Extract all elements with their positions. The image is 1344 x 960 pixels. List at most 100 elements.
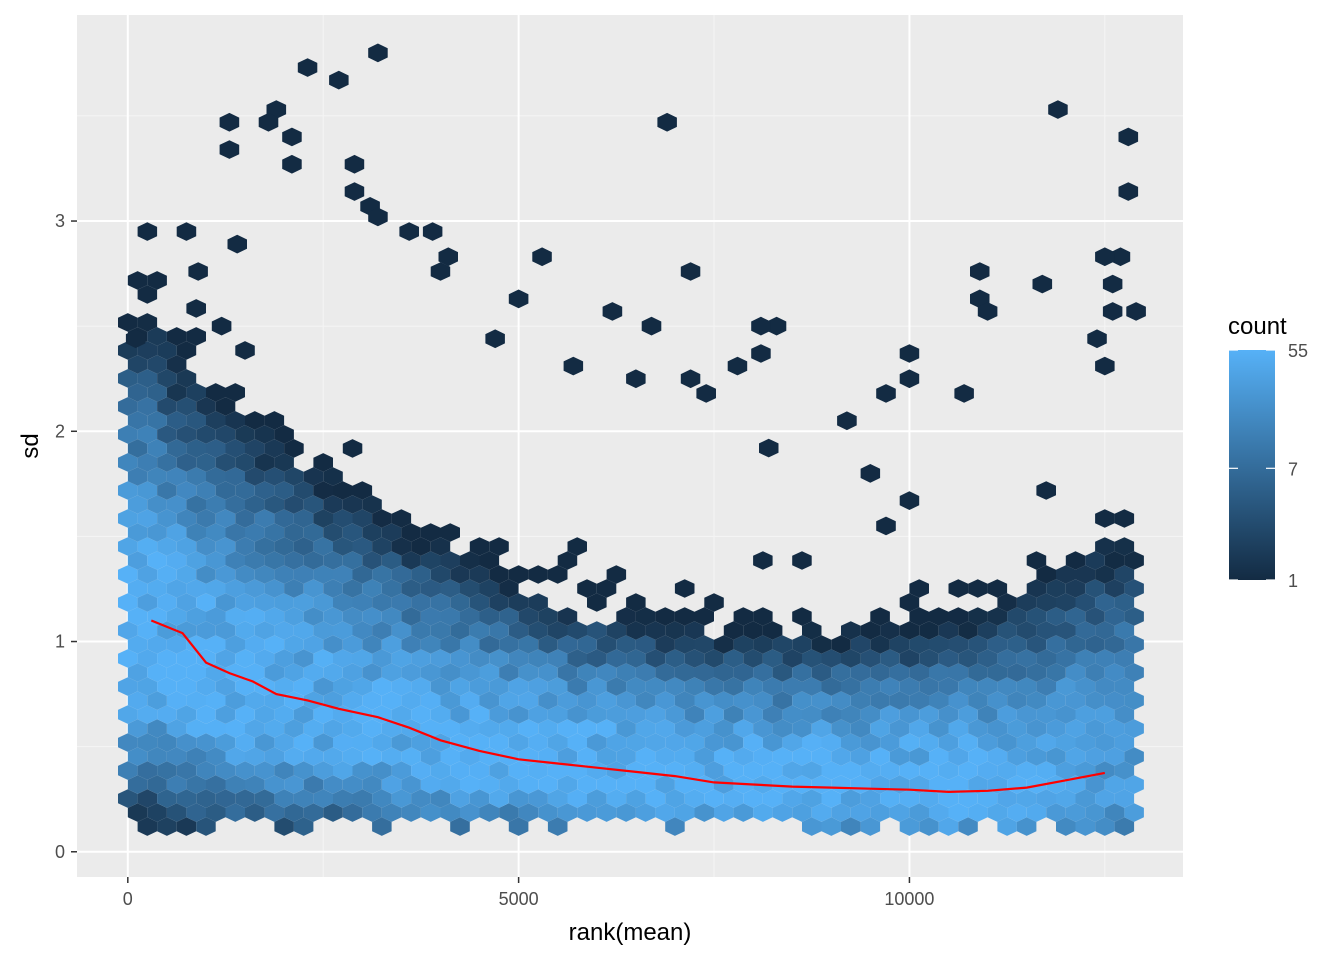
hex-cell xyxy=(362,803,382,822)
hex-cell xyxy=(479,691,500,710)
hex-cell xyxy=(303,467,324,486)
hex-cell xyxy=(655,607,675,626)
hex-cell xyxy=(127,439,148,458)
hex-cell xyxy=(284,775,304,794)
hex-cell-outlier xyxy=(219,140,240,159)
hex-cell xyxy=(723,761,744,780)
hex-cell-outlier xyxy=(727,356,748,376)
hex-cell xyxy=(147,439,167,458)
hex-cell xyxy=(147,775,167,794)
hex-cell xyxy=(235,593,255,612)
hex-cell xyxy=(186,663,206,682)
hex-cell xyxy=(674,775,695,794)
hex-cell xyxy=(342,635,363,654)
hex-cell xyxy=(450,761,470,780)
hex-cell xyxy=(293,593,314,612)
hex-cell xyxy=(1104,803,1125,822)
hex-cell xyxy=(245,411,265,430)
hex-cell xyxy=(215,761,236,780)
hex-cell xyxy=(889,663,910,682)
hex-cell xyxy=(206,551,226,570)
hex-cell xyxy=(1026,691,1047,710)
hex-cell xyxy=(284,607,304,626)
hex-cell xyxy=(929,635,949,654)
hex-cell xyxy=(714,635,734,654)
hex-cell xyxy=(616,691,636,710)
hex-cell xyxy=(166,579,187,598)
hex-cell xyxy=(1056,593,1076,612)
hex-cell-outlier xyxy=(297,58,318,77)
hex-cell-outlier xyxy=(344,182,365,201)
hex-cell xyxy=(342,663,363,682)
hex-cell xyxy=(206,439,226,458)
hex-cell xyxy=(743,649,763,668)
y-tick-label: 0 xyxy=(55,842,65,862)
hex-cell xyxy=(333,677,353,696)
hex-cell xyxy=(342,747,363,766)
hex-cell xyxy=(274,425,294,444)
hex-cell xyxy=(508,733,529,752)
hex-cell xyxy=(479,663,500,682)
hex-cell xyxy=(850,635,871,654)
hex-cell xyxy=(147,691,167,710)
hex-cell xyxy=(977,677,998,696)
hex-cell xyxy=(196,453,216,472)
hex-cell xyxy=(342,495,363,514)
hex-cell xyxy=(968,691,988,710)
hex-cell xyxy=(528,593,548,612)
hex-cell xyxy=(147,327,167,346)
hex-cell xyxy=(499,719,519,738)
hex-cell xyxy=(606,677,627,696)
hex-cell xyxy=(674,803,695,822)
hex-cell xyxy=(137,453,158,472)
hex-cell xyxy=(235,649,255,668)
hex-cell xyxy=(469,761,490,780)
hex-cell xyxy=(1075,733,1096,752)
hex-cell xyxy=(929,775,949,794)
hex-cell xyxy=(723,705,744,724)
hex-cell xyxy=(225,635,245,654)
hex-cell xyxy=(215,453,236,472)
hex-cell xyxy=(655,635,675,654)
hex-cell xyxy=(528,789,548,808)
hex-cell xyxy=(762,705,783,724)
hex-cell xyxy=(1007,747,1027,766)
hex-cell xyxy=(723,677,744,696)
hex-cell xyxy=(127,411,148,430)
hex-cell xyxy=(479,579,500,598)
hex-cell xyxy=(293,817,314,836)
hex-cell xyxy=(166,439,187,458)
hex-cell xyxy=(1016,817,1037,836)
hex-cell xyxy=(938,761,959,780)
hex-cell xyxy=(841,789,861,808)
hex-cell xyxy=(293,733,314,752)
hex-cell xyxy=(811,635,832,654)
hexbin-cells xyxy=(118,43,1146,836)
hex-cell xyxy=(323,607,343,626)
hex-cell xyxy=(733,635,754,654)
hex-cell xyxy=(440,579,460,598)
hex-cell xyxy=(626,621,646,640)
hex-cell xyxy=(479,719,500,738)
hex-cell xyxy=(1085,579,1105,598)
hex-cell xyxy=(733,747,754,766)
hex-cell xyxy=(557,691,578,710)
hex-cell xyxy=(538,607,558,626)
hex-cell xyxy=(802,649,822,668)
hex-cell xyxy=(547,649,568,668)
hex-cell xyxy=(303,579,324,598)
hex-cell xyxy=(430,705,451,724)
hex-cell xyxy=(704,649,724,668)
hex-cell xyxy=(215,565,236,584)
hex-cell xyxy=(655,775,675,794)
hex-cell xyxy=(127,663,148,682)
hex-cell xyxy=(254,761,275,780)
legend-colorbar xyxy=(1229,350,1275,580)
hex-cell xyxy=(225,467,245,486)
hex-cell xyxy=(127,607,148,626)
hex-cell xyxy=(714,747,734,766)
hex-cell xyxy=(508,789,529,808)
hex-cell xyxy=(1114,565,1135,584)
legend-label: 1 xyxy=(1288,571,1298,591)
hex-cell xyxy=(684,761,705,780)
